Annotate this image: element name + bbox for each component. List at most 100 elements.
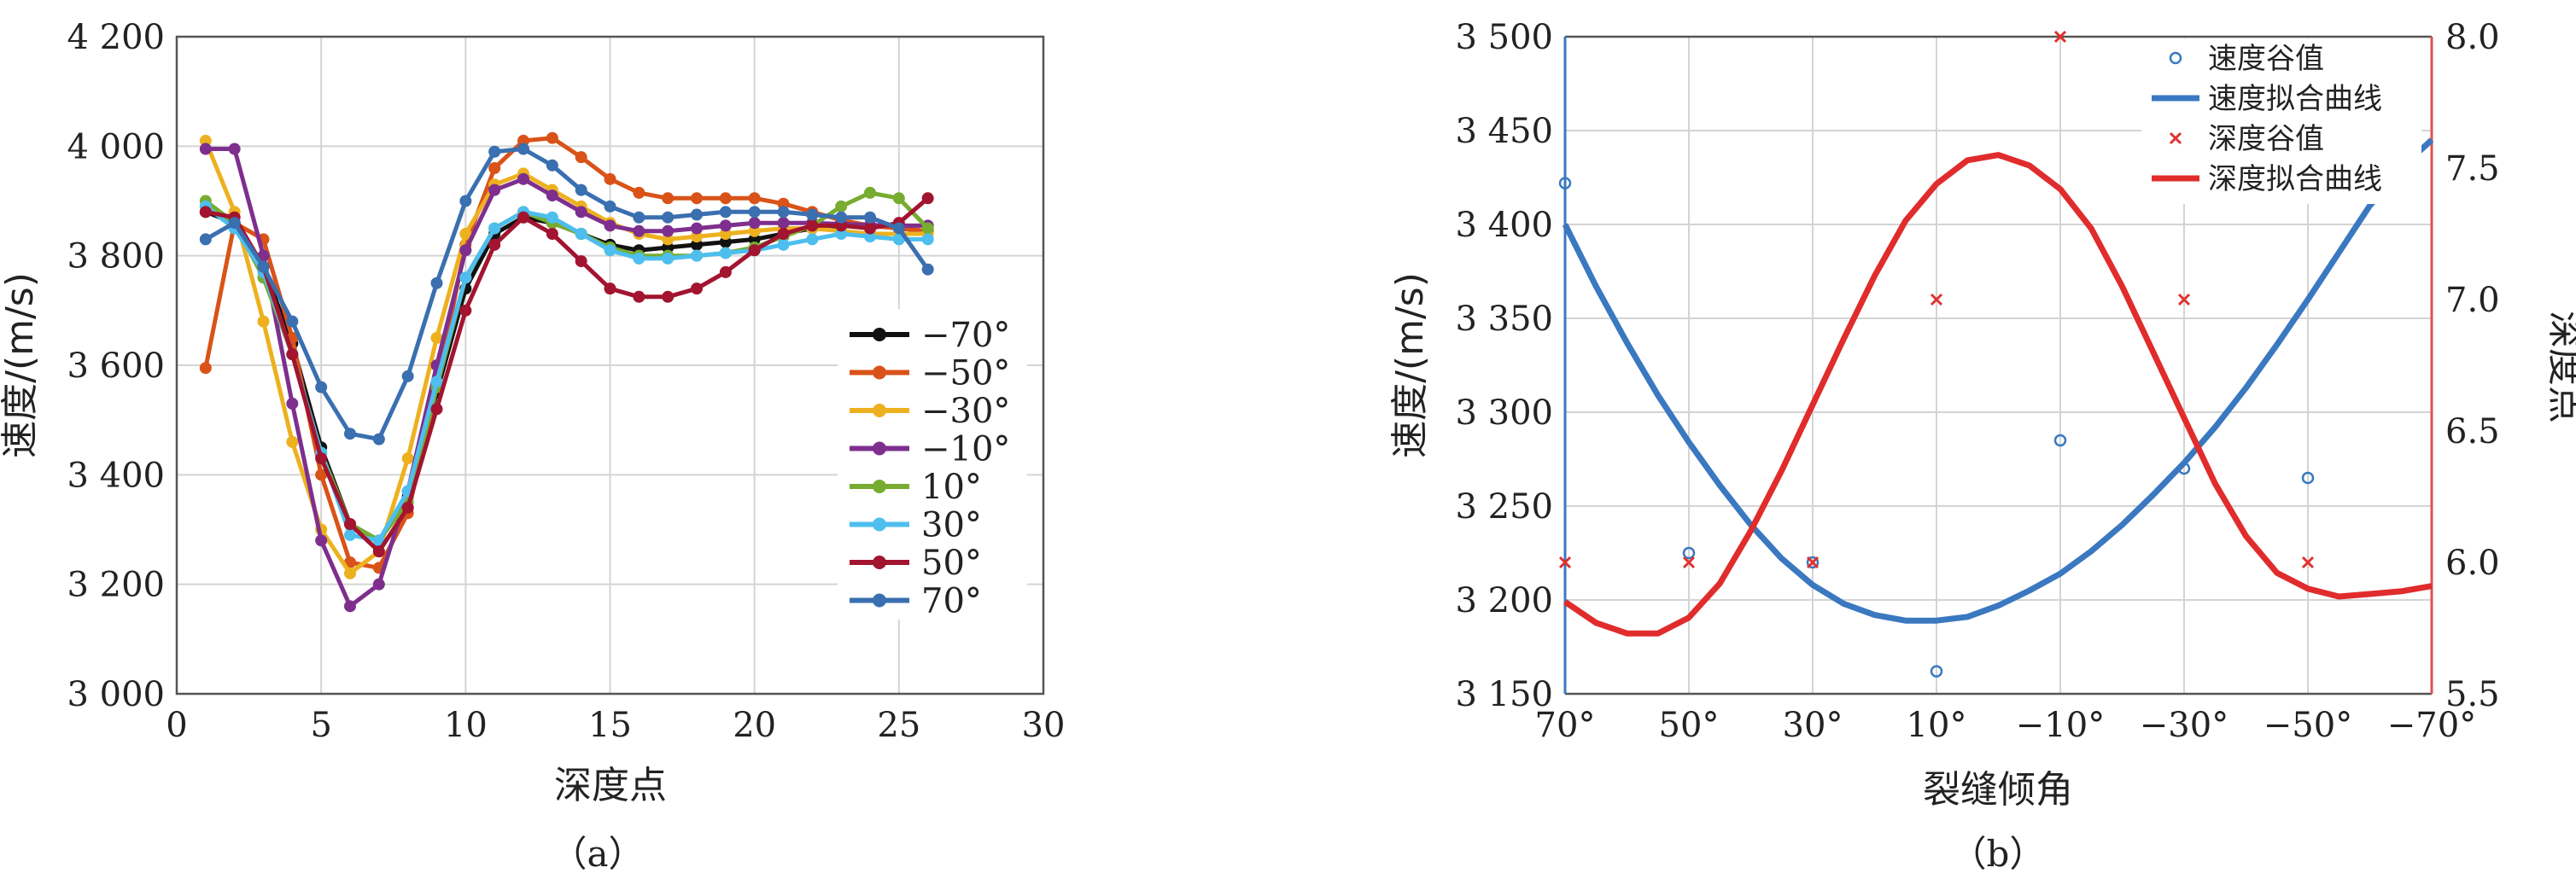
velocity-valley-point — [1682, 546, 1696, 560]
data-point-a — [748, 244, 761, 257]
data-point-a — [777, 238, 790, 251]
data-point-a — [488, 222, 501, 235]
data-point-a — [546, 131, 558, 144]
legend-marker-b — [2169, 131, 2182, 145]
data-point-a — [662, 252, 675, 265]
data-point-a — [401, 501, 414, 514]
y2-axis-label-b: 深度点 — [2544, 311, 2576, 423]
data-point-a — [344, 428, 356, 440]
data-point-a — [921, 233, 934, 246]
x-tick-label-a: 25 — [877, 706, 920, 745]
y-tick-label-b: 3 400 — [1455, 206, 1553, 245]
data-point-a — [430, 331, 443, 344]
legend-label-a: 10° — [921, 468, 982, 507]
data-point-a — [633, 224, 645, 237]
legend-marker-a — [873, 517, 886, 532]
panel-label-a: （a） — [551, 833, 644, 875]
data-point-a — [777, 206, 790, 218]
x-axis-label-b: 裂缝倾角 — [1923, 768, 2073, 812]
data-point-a — [835, 200, 848, 213]
data-point-a — [835, 228, 848, 240]
legend-label-a: 30° — [921, 506, 982, 545]
depth-valley-point — [2177, 293, 2191, 306]
data-point-a — [199, 362, 212, 375]
data-point-a — [459, 271, 472, 284]
legend-box-a — [838, 309, 1027, 620]
x-tick-label-a: 10 — [444, 706, 488, 745]
data-point-a — [575, 228, 587, 240]
y-tick-label-a: 3 400 — [67, 456, 165, 495]
series-line-b — [1563, 152, 2433, 637]
series-a-6 — [199, 192, 934, 558]
x-tick-label-a: 30 — [1022, 706, 1066, 745]
data-point-a — [488, 162, 501, 174]
legend-label-a: −70° — [921, 316, 1010, 355]
data-point-a — [546, 189, 558, 202]
x-tick-label-a: 20 — [733, 706, 776, 745]
data-point-a — [286, 315, 299, 328]
x-tick-label-a: 5 — [310, 706, 331, 745]
y-tick-label-a: 3 600 — [67, 346, 165, 386]
data-point-a — [315, 534, 328, 547]
data-point-a — [719, 236, 732, 248]
data-point-a — [604, 172, 616, 185]
data-point-a — [864, 230, 876, 243]
data-point-a — [199, 233, 212, 246]
series-b-0 — [1558, 177, 2315, 678]
legend-label-b: 速度拟合曲线 — [2208, 82, 2382, 116]
y-tick-label-a: 3 200 — [67, 566, 165, 605]
data-point-a — [691, 282, 703, 295]
legend-marker-a — [873, 328, 886, 341]
data-point-a — [691, 208, 703, 221]
data-point-a — [835, 219, 848, 232]
data-point-a — [430, 376, 443, 388]
depth-valley-point — [2301, 556, 2315, 569]
data-point-a — [344, 567, 356, 579]
data-point-a — [719, 219, 732, 232]
data-point-a — [748, 217, 761, 230]
data-point-a — [633, 186, 645, 199]
data-point-a — [286, 348, 299, 361]
y2-tick-label-b: 6.5 — [2445, 412, 2500, 451]
chart-b: 70° 50° 30° 10° −10° −30° −50° −70° 3 150 3 200 3 … — [1388, 18, 2576, 875]
axes-frame-a — [175, 35, 1045, 696]
x-tick-label-b: 30° — [1783, 706, 1843, 745]
data-point-a — [257, 315, 270, 328]
data-point-a — [662, 211, 675, 224]
data-point-a — [864, 211, 876, 224]
y2-tick-label-b: 7.5 — [2445, 149, 2500, 189]
data-point-a — [257, 260, 270, 273]
data-point-a — [401, 452, 414, 465]
data-point-a — [864, 186, 876, 199]
x-tick-label-b: 70° — [1535, 706, 1596, 745]
x-tick-label-b: −50° — [2263, 706, 2352, 745]
data-point-a — [691, 192, 703, 205]
y-tick-label-b: 3 300 — [1455, 393, 1553, 433]
depth-valley-point — [1682, 556, 1696, 569]
data-point-a — [546, 211, 558, 224]
data-point-a — [315, 452, 328, 465]
x-tick-label-a: 15 — [588, 706, 632, 745]
data-point-a — [546, 159, 558, 172]
data-point-a — [921, 192, 934, 205]
data-point-a — [633, 252, 645, 265]
data-point-a — [228, 143, 241, 155]
data-point-a — [459, 195, 472, 207]
data-point-a — [748, 206, 761, 218]
velocity-valley-point — [2301, 471, 2315, 485]
y-tick-label-b: 3 250 — [1455, 487, 1553, 527]
data-point-a — [344, 600, 356, 613]
data-point-a — [921, 263, 934, 276]
data-point-a — [430, 277, 443, 289]
depth-valley-point — [1930, 293, 1943, 306]
data-point-a — [633, 290, 645, 303]
y2-tick-label-b: 6.0 — [2445, 544, 2500, 583]
series-line-b — [1562, 137, 2434, 624]
y-tick-label-b: 3 450 — [1455, 112, 1553, 151]
y-tick-label-b: 3 150 — [1455, 675, 1553, 714]
data-point-a — [719, 265, 732, 278]
legend-label-a: −10° — [921, 430, 1010, 469]
data-point-a — [286, 435, 299, 448]
data-point-a — [315, 469, 328, 481]
legend-label-a: −50° — [921, 354, 1010, 393]
